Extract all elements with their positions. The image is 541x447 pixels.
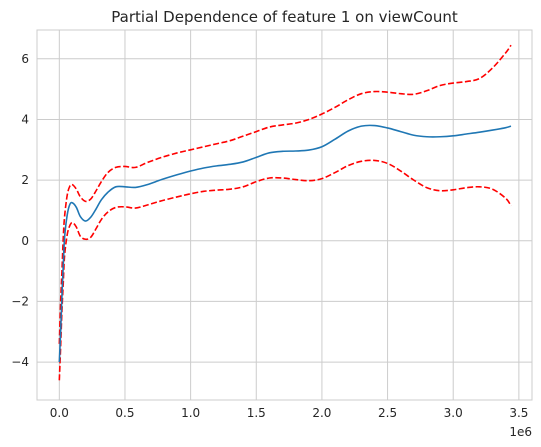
y-tick-label: 4 (21, 112, 29, 126)
y-tick-label: 2 (21, 173, 29, 187)
plot-frame (36, 29, 533, 401)
y-tick-label: 6 (21, 52, 29, 66)
series-layer (58, 44, 512, 381)
estimate-line (58, 124, 512, 363)
x-tick-label: 0.0 (50, 406, 69, 420)
x-tick-label: 2.5 (378, 406, 397, 420)
x-tick-label: 1.0 (181, 406, 200, 420)
y-tick-label: −2 (11, 294, 29, 308)
plot-background (37, 30, 532, 400)
x-scale-label: 1e6 (509, 425, 532, 439)
x-tick-label: 1.5 (247, 406, 266, 420)
x-tick-label: 3.0 (444, 406, 463, 420)
y-tick-label: −4 (11, 355, 29, 369)
x-tick-label: 3.5 (509, 406, 528, 420)
tick-layer: 0.0 0.5 1.0 1.5 2.0 2.5 3.0 3.5 −4 −2 0 2 4 6 (11, 52, 528, 420)
upper-bound-line (58, 44, 512, 344)
x-tick-label: 2.0 (312, 406, 331, 420)
chart-title: Partial Dependence of feature 1 on viewC… (111, 8, 458, 26)
x-tick-label: 0.5 (115, 406, 134, 420)
lower-bound-line (58, 159, 512, 381)
y-tick-label: 0 (21, 234, 29, 248)
